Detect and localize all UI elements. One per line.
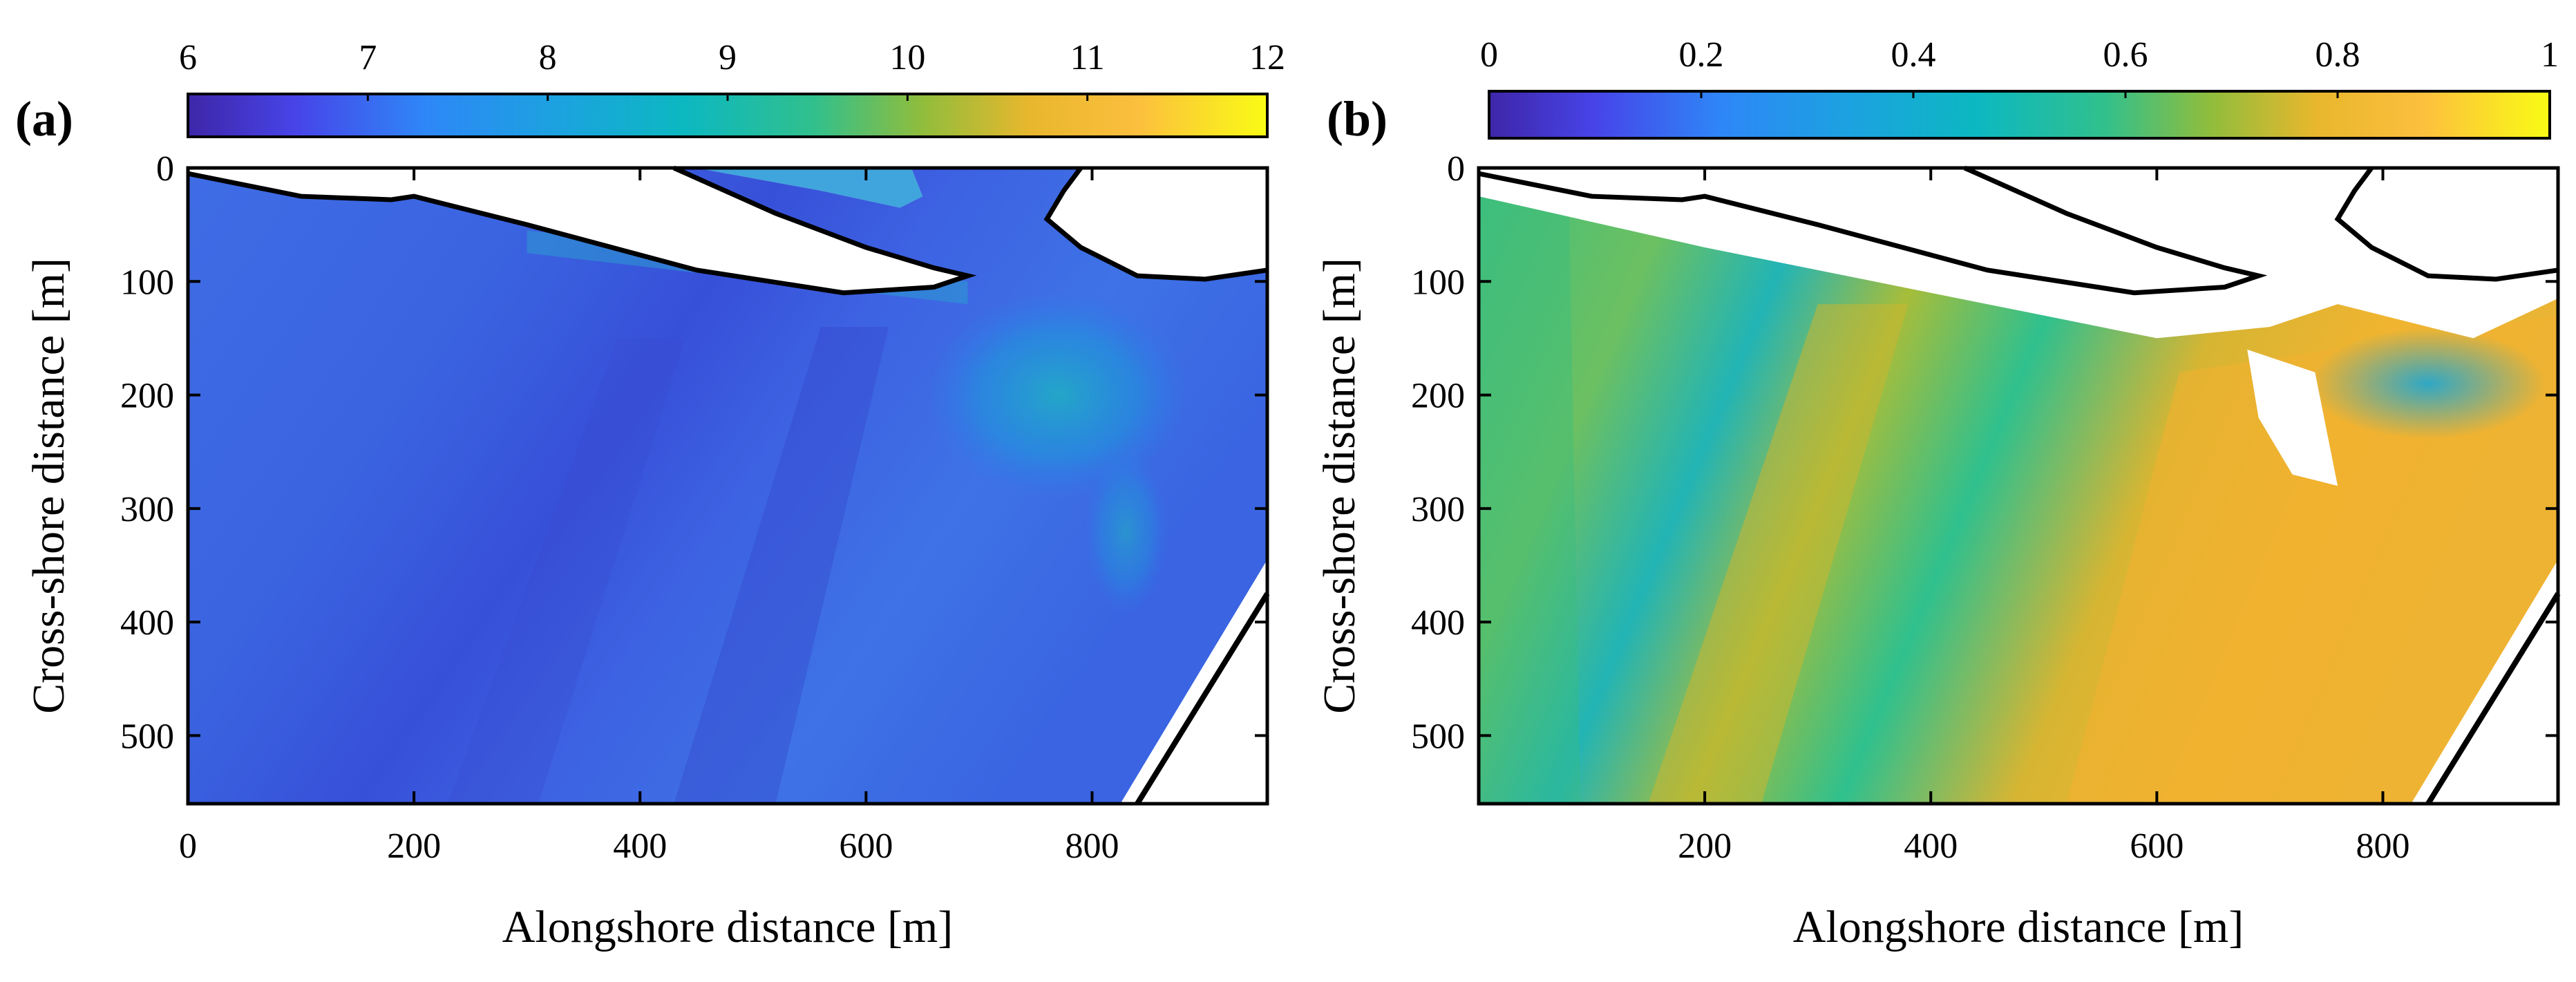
land-mask: [2411, 559, 2558, 804]
heatmap-inlet-plume: [1084, 448, 1168, 614]
jetty-outline: [2425, 592, 2561, 806]
coastline-outline: [2334, 166, 2559, 282]
x-tick-label: 600: [839, 827, 893, 866]
heatmap-band: [1479, 190, 1581, 804]
x-axis-label: Alongshore distance [m]: [1793, 902, 2244, 952]
coastline-outline: [1478, 165, 2268, 296]
y-tick-label: 500: [120, 717, 174, 756]
panel-label: (a): [15, 91, 73, 147]
no-data-mask: [2247, 349, 2338, 486]
heatmap-streak: [674, 327, 889, 804]
colorbar-tick-label: 7: [359, 38, 377, 77]
jetty-outline: [1135, 592, 1270, 806]
x-tick-label: 800: [2356, 827, 2409, 866]
y-tick-label: 500: [1411, 717, 1465, 756]
x-tick-label: 0: [179, 827, 197, 866]
coastline-outline: [187, 165, 977, 296]
heatmap-inlet-plume: [2310, 328, 2546, 440]
y-tick-label: 100: [120, 263, 174, 302]
y-tick-label: 0: [1447, 149, 1465, 189]
land-mask: [1120, 559, 1267, 804]
axes-frame: [1477, 166, 2560, 806]
coastline-outline: [1043, 166, 1268, 282]
colorbar-tick-label: 9: [719, 38, 737, 77]
y-tick-label: 200: [120, 377, 174, 416]
y-tick-label: 400: [1411, 603, 1465, 643]
land-mask: [1479, 168, 2558, 279]
y-axis-label: Cross-shore distance [m]: [1314, 258, 1365, 714]
heatmap-inlet-plume: [927, 291, 1190, 499]
x-tick-label: 400: [613, 827, 667, 866]
y-tick-label: 200: [1411, 377, 1465, 416]
colorbar-tick-label: 1: [2541, 35, 2559, 75]
heatmap-streak: [448, 338, 685, 804]
x-tick-label: 800: [1065, 827, 1119, 866]
y-tick-label: 0: [156, 149, 174, 189]
colorbar-tick-label: 0.2: [1679, 35, 1724, 75]
x-tick-label: 400: [1904, 827, 1958, 866]
colorbar: [1488, 90, 2551, 140]
y-tick-label: 300: [1411, 490, 1465, 529]
y-tick-label: 100: [1411, 263, 1465, 302]
panel-b: 200 400 600 800 0 100 200 300 400 500 Alongshore d…: [1314, 35, 2561, 952]
colorbar-tick-label: 12: [1249, 38, 1285, 77]
colorbar-tick-label: 0.6: [2103, 35, 2148, 75]
x-tick-label: 200: [1678, 827, 1732, 866]
x-tick-label: 600: [2130, 827, 2184, 866]
colorbar-tick-label: 6: [179, 38, 197, 77]
colorbar: [187, 93, 1269, 138]
colorbar-tick-label: 0.4: [1891, 35, 1936, 75]
colorbar-tick-label: 8: [539, 38, 557, 77]
x-tick-label: 200: [387, 827, 441, 866]
y-tick-label: 400: [120, 603, 174, 643]
heatmap-band: [1648, 304, 1909, 804]
panel-label: (b): [1327, 91, 1388, 147]
panel-a: 0 200 400 600 800 0 100 200 300 400 500 Alongshore …: [15, 38, 1285, 952]
colorbar-tick-label: 10: [889, 38, 925, 77]
x-axis-label: Alongshore distance [m]: [502, 902, 954, 952]
y-axis-label: Cross-shore distance [m]: [23, 258, 74, 714]
y-tick-label: 300: [120, 490, 174, 529]
colorbar-tick-label: 0: [1480, 35, 1498, 75]
axes-frame: [186, 166, 1269, 806]
land-mask: [188, 168, 1267, 279]
colorbar-tick-label: 0.8: [2315, 35, 2360, 75]
colorbar-tick-label: 11: [1070, 38, 1105, 77]
